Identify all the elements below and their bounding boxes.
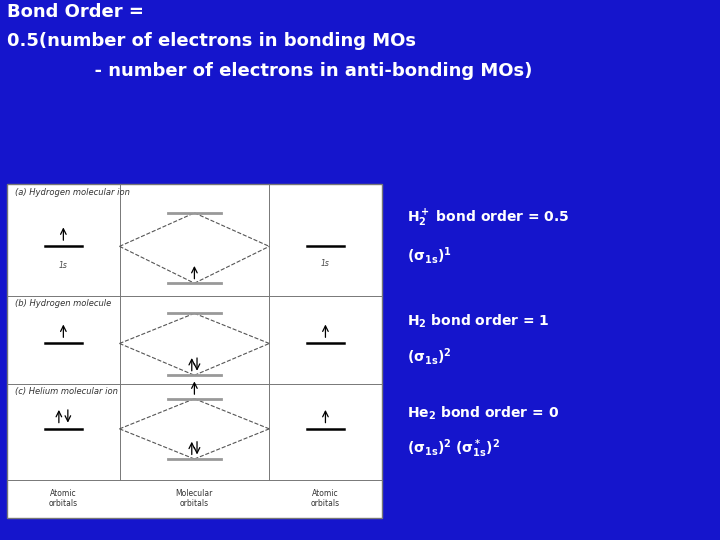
Text: $\mathbf{(\sigma_{1s})^2\ (\sigma^*_{1s})^2}$: $\mathbf{(\sigma_{1s})^2\ (\sigma^*_{1s}… [407, 437, 500, 460]
Text: - number of electrons in anti-bonding MOs): - number of electrons in anti-bonding MO… [7, 62, 533, 80]
Text: (a) Hydrogen molecular ion: (a) Hydrogen molecular ion [14, 187, 130, 197]
Text: Bond Order =: Bond Order = [7, 3, 150, 21]
Text: Atomic
orbitals: Atomic orbitals [49, 489, 78, 508]
Text: $\mathbf{H_2}$ bond order = 1: $\mathbf{H_2}$ bond order = 1 [407, 313, 549, 330]
Text: Molecular
orbitals: Molecular orbitals [176, 489, 213, 508]
Text: 1s: 1s [321, 259, 330, 268]
FancyBboxPatch shape [7, 184, 382, 518]
Text: Atomic
orbitals: Atomic orbitals [311, 489, 340, 508]
Text: $\mathbf{H_2^+}$ bond order = 0.5: $\mathbf{H_2^+}$ bond order = 0.5 [407, 207, 570, 229]
Text: 0.5(number of electrons in bonding MOs: 0.5(number of electrons in bonding MOs [7, 32, 416, 50]
Text: $\mathbf{He_2}$ bond order = 0: $\mathbf{He_2}$ bond order = 0 [407, 404, 559, 422]
Text: 1s: 1s [59, 261, 68, 271]
Text: (b) Hydrogen molecule: (b) Hydrogen molecule [14, 299, 111, 308]
Text: $\mathbf{(\sigma_{1s})^1}$: $\mathbf{(\sigma_{1s})^1}$ [407, 245, 451, 266]
Text: $\mathbf{(\sigma_{1s})^2}$: $\mathbf{(\sigma_{1s})^2}$ [407, 346, 451, 367]
Text: (c) Helium molecular ion: (c) Helium molecular ion [14, 387, 117, 396]
